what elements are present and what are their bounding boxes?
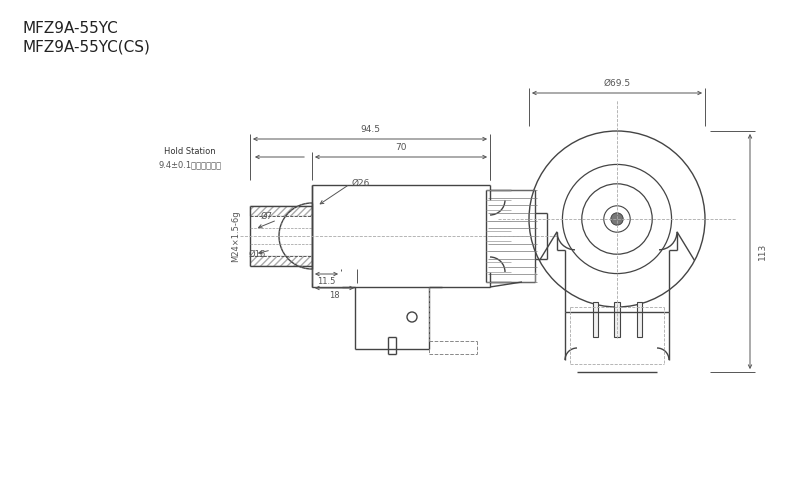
Bar [250, 206, 312, 216]
Text: Ø7: Ø7 [261, 212, 273, 220]
Text: M24×1.5-6g: M24×1.5-6g [231, 210, 241, 262]
Text: Ø26: Ø26 [352, 179, 370, 188]
Bar [637, 302, 642, 337]
Text: 9.4±0.1（吸合位置）: 9.4±0.1（吸合位置） [158, 161, 222, 169]
Text: 94.5: 94.5 [360, 125, 380, 134]
Text: 18: 18 [329, 292, 340, 300]
Text: Ø69.5: Ø69.5 [603, 79, 630, 87]
Bar [593, 302, 598, 337]
Bar [614, 302, 620, 337]
Text: MFZ9A-55YC: MFZ9A-55YC [22, 21, 118, 36]
Text: Hold Station: Hold Station [164, 146, 216, 156]
Text: 70: 70 [395, 142, 406, 152]
Text: 11.5: 11.5 [318, 276, 336, 285]
Bar [250, 256, 312, 266]
Text: Ø16: Ø16 [248, 249, 266, 258]
Text: 113: 113 [758, 243, 766, 260]
Text: MFZ9A-55YC(CS): MFZ9A-55YC(CS) [22, 39, 150, 54]
Circle shape [611, 213, 623, 225]
